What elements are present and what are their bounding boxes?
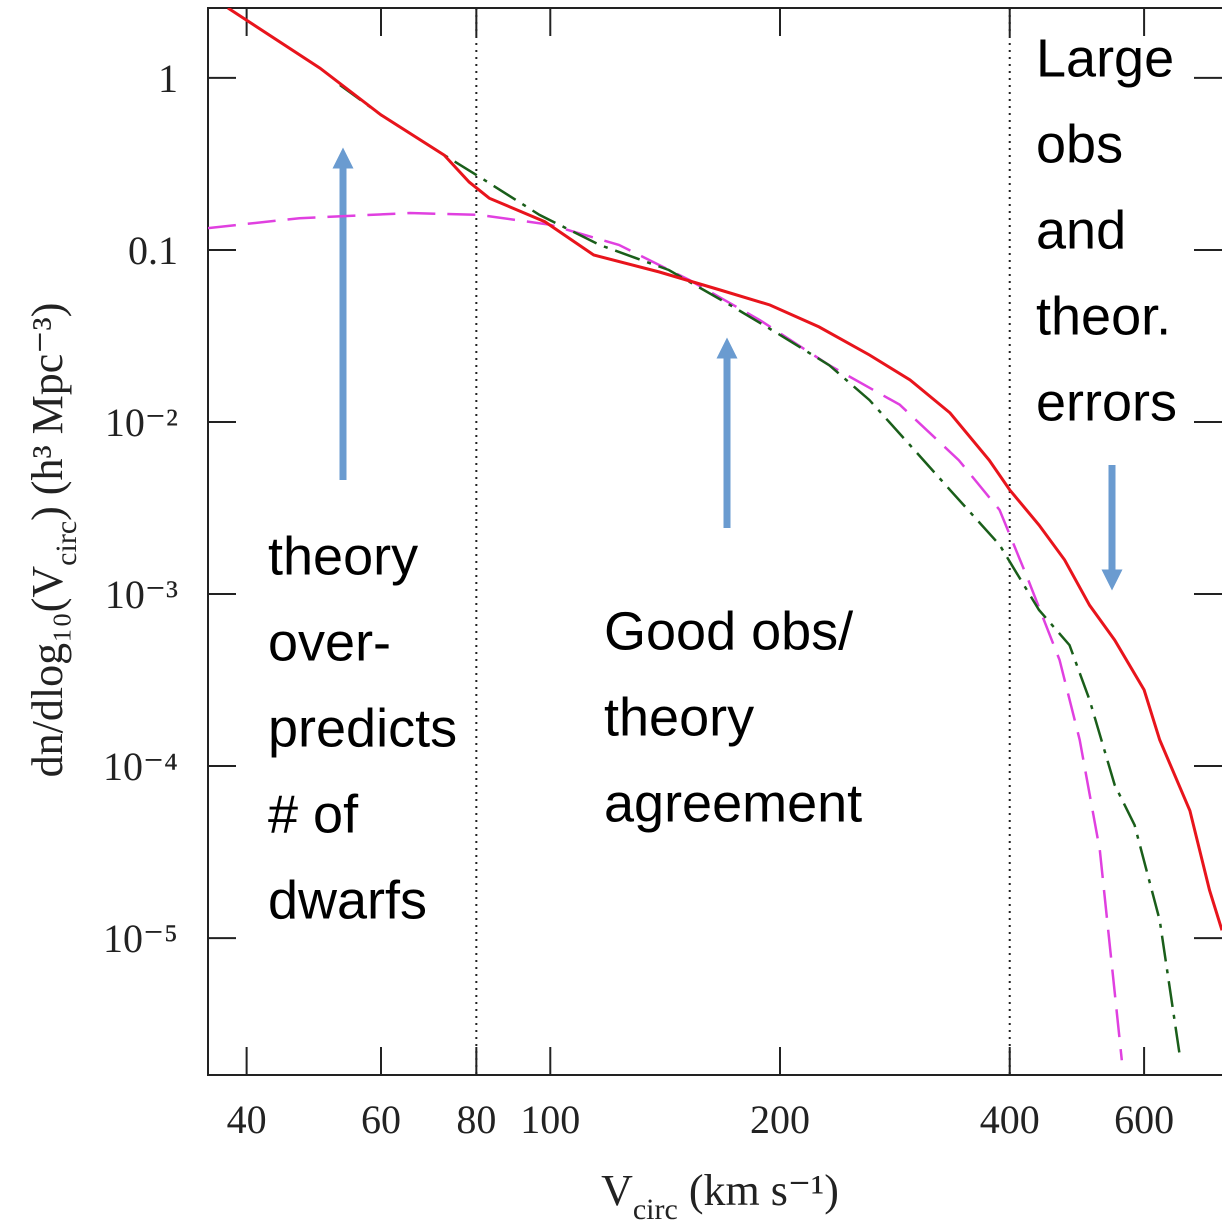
arrows xyxy=(332,147,1123,591)
y-label-main: dn/dlog₁₀(V xyxy=(23,566,72,778)
annotation: obs xyxy=(1036,114,1123,174)
annotation: Good obs/ xyxy=(604,601,853,661)
y-tick-label: 0.1 xyxy=(128,228,178,273)
x-tick-label: 400 xyxy=(980,1097,1040,1142)
annotation: Large xyxy=(1036,28,1174,88)
annotation: theory xyxy=(268,526,418,586)
x-tick-label: 600 xyxy=(1114,1097,1174,1142)
annotation: predicts xyxy=(268,698,457,758)
y-label-rest: ) (h³ Mpc⁻³) xyxy=(23,303,72,521)
plot-frame xyxy=(207,7,1222,1076)
y-tick-label: 1 xyxy=(158,56,178,101)
annotation: errors xyxy=(1036,372,1177,432)
x-label-rest: (km s⁻¹) xyxy=(678,1166,839,1215)
x-tick-label: 80 xyxy=(456,1097,496,1142)
annotation: over- xyxy=(268,612,391,672)
annotation: theory xyxy=(604,687,754,747)
annotation: theor. xyxy=(1036,286,1171,346)
annotation: # of xyxy=(268,784,359,844)
x-tick-label: 40 xyxy=(227,1097,267,1142)
y-label-sub: circ xyxy=(50,521,83,566)
x-label-main: V xyxy=(601,1166,633,1215)
x-tick-label: 60 xyxy=(361,1097,401,1142)
y-tick-label: 10⁻⁵ xyxy=(103,916,178,961)
x-label-sub: circ xyxy=(633,1193,678,1226)
series-line xyxy=(339,83,1181,1056)
annotation: agreement xyxy=(604,773,862,833)
y-axis-label: dn/dlog₁₀(Vcirc) (h³ Mpc⁻³) xyxy=(23,303,83,778)
annotation: and xyxy=(1036,200,1126,260)
y-tick-label: 10⁻⁴ xyxy=(103,744,178,789)
y-tick-label: 10⁻² xyxy=(105,400,178,445)
x-axis-label: Vcirc (km s⁻¹) xyxy=(601,1166,839,1226)
x-tick-label: 200 xyxy=(750,1097,810,1142)
x-tick-label: 100 xyxy=(520,1097,580,1142)
series-line xyxy=(227,8,1222,931)
y-tick-label: 10⁻³ xyxy=(105,572,178,617)
annotation: dwarfs xyxy=(268,870,427,930)
